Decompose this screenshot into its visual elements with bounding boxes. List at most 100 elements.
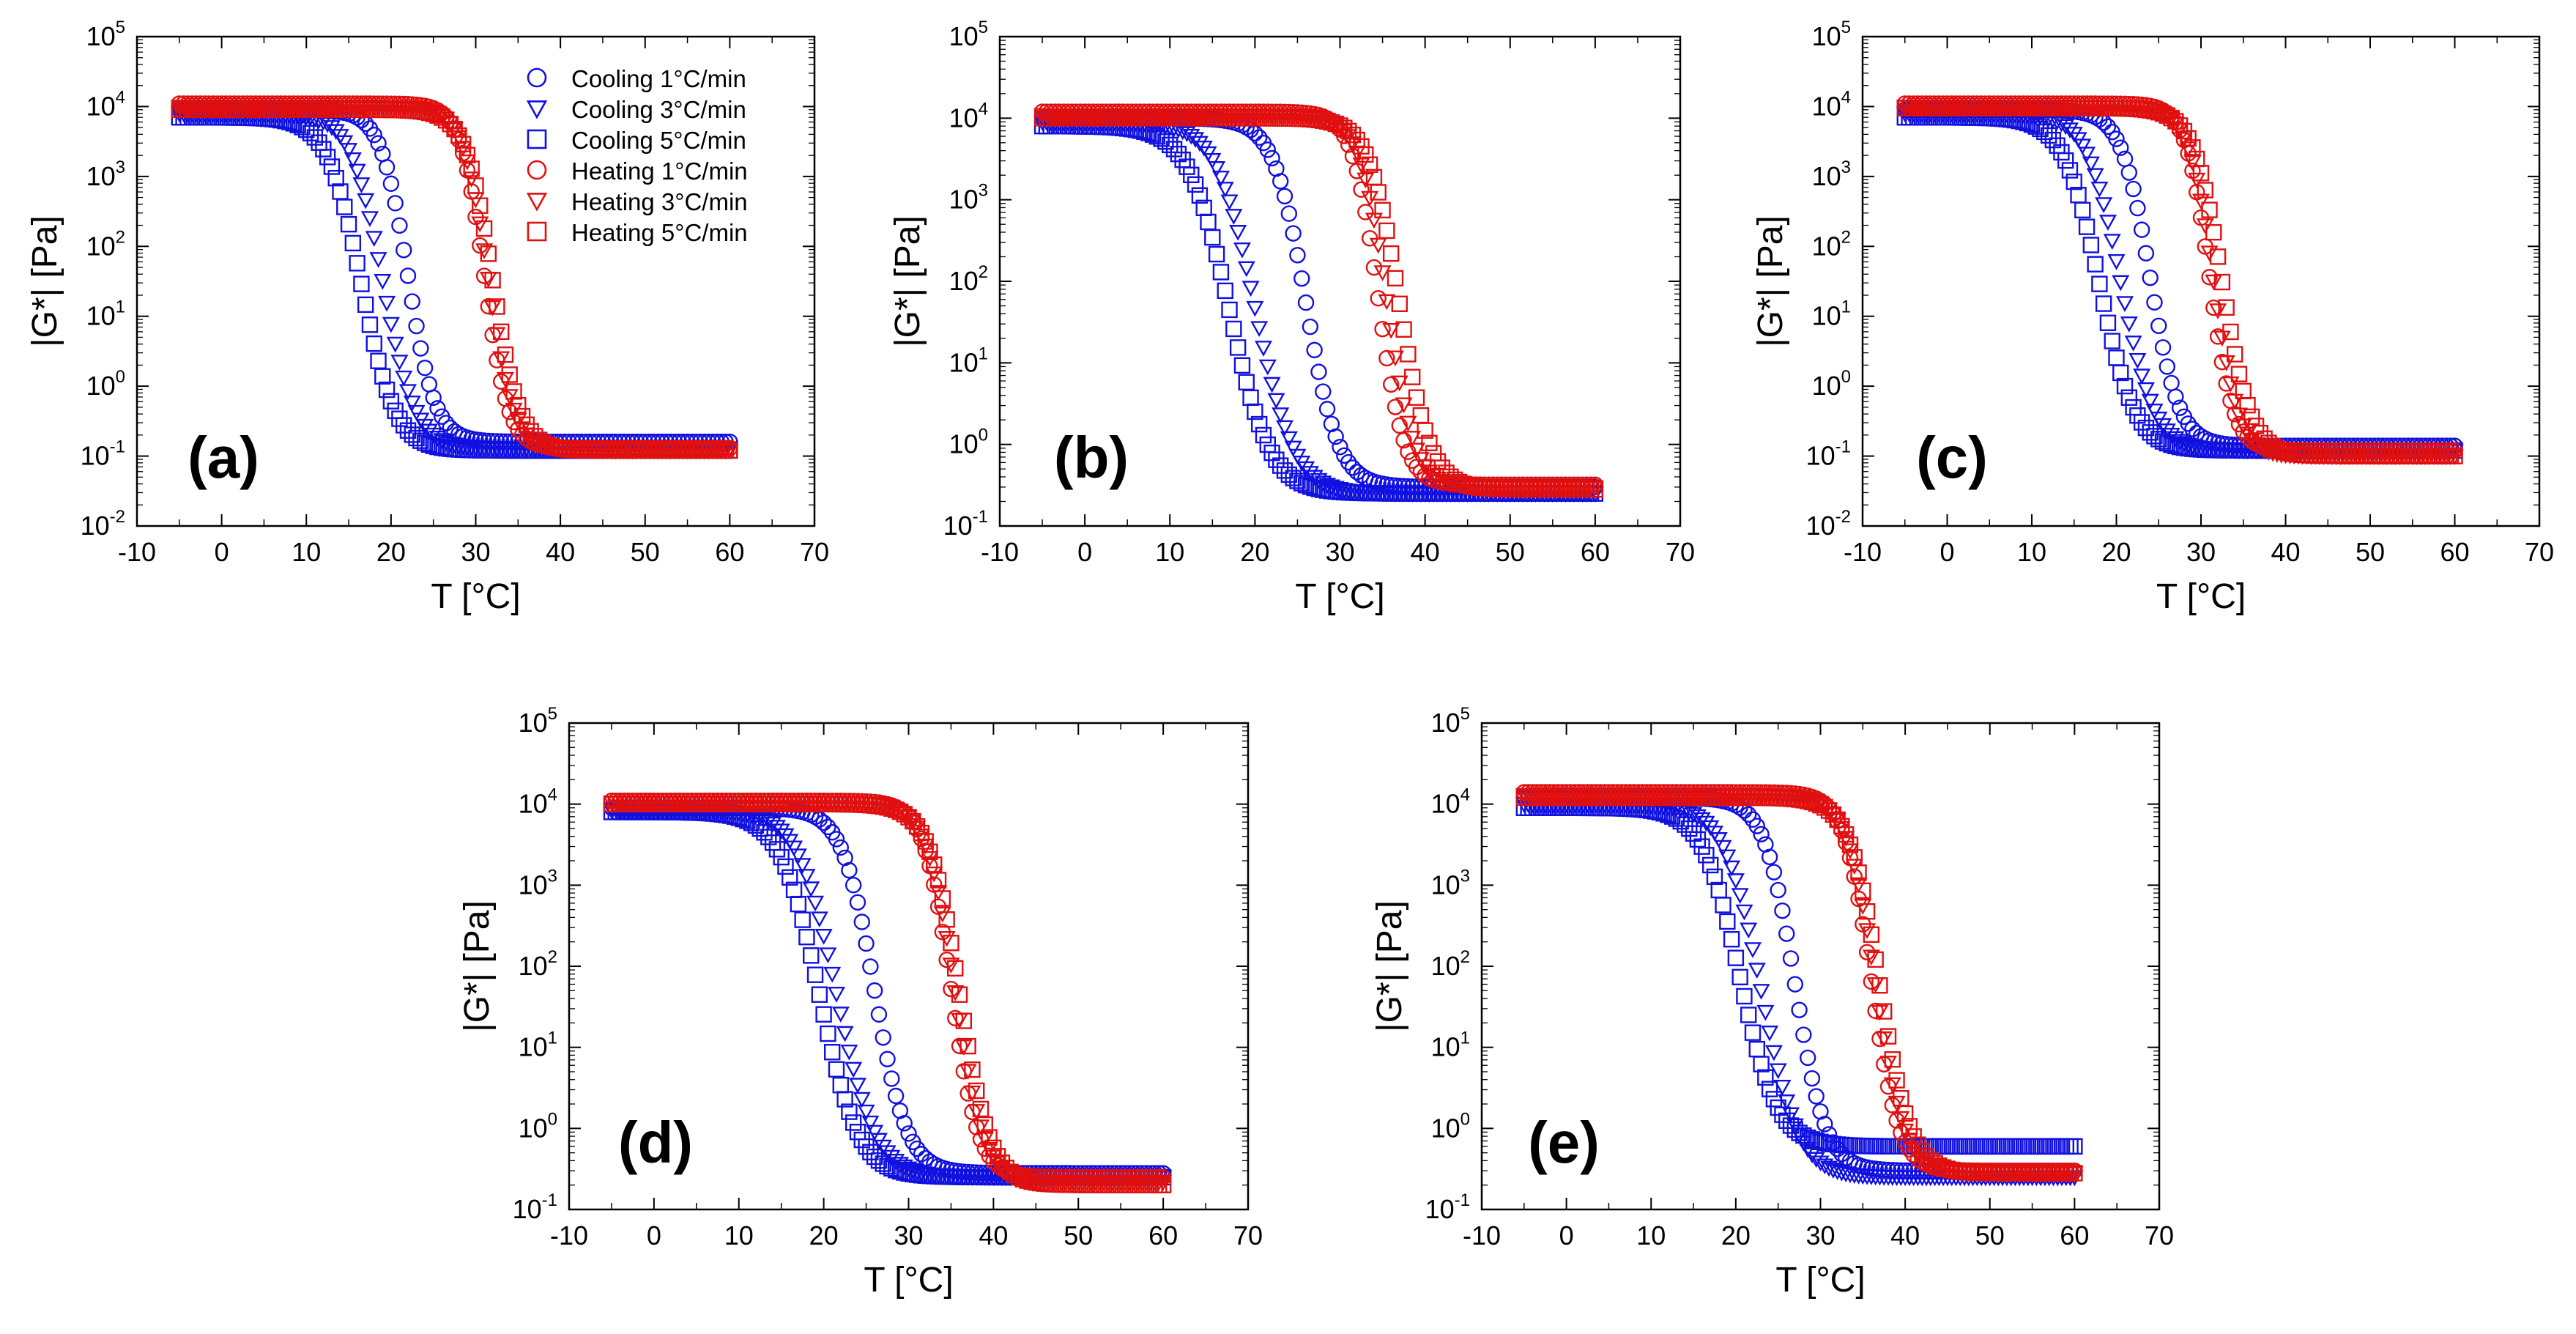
legend-label: Cooling 1°C/min	[571, 65, 746, 92]
data-point	[2145, 403, 2164, 420]
y-tick-exponent: 4	[116, 87, 125, 107]
x-tick-label: 30	[1805, 1220, 1835, 1250]
data-point	[1726, 873, 1745, 889]
data-point	[382, 393, 400, 410]
y-tick-base: 10	[519, 870, 548, 900]
data-point	[1425, 468, 1443, 485]
data-point	[2108, 349, 2125, 366]
data-point	[398, 384, 417, 401]
data-point	[1187, 176, 1204, 193]
y-tick-base: 10	[1431, 870, 1460, 900]
data-point	[1701, 856, 1719, 874]
x-tick-label: 40	[546, 537, 575, 567]
data-point	[1811, 1155, 1830, 1172]
data-point	[794, 911, 811, 928]
data-point	[776, 828, 795, 845]
y-tick-exponent: 2	[1841, 227, 1851, 247]
data-point	[2230, 407, 2249, 424]
y-tick-label: 105	[1431, 704, 1470, 738]
data-point	[1378, 222, 1395, 240]
series-cooling-1-c-min	[1896, 101, 2463, 454]
y-tick-base: 10	[1806, 441, 1836, 471]
data-point	[1318, 401, 1336, 418]
series-heating-5-c-min	[1033, 110, 1604, 498]
data-point	[1706, 868, 1723, 886]
data-point	[858, 1138, 875, 1155]
legend-label: Heating 1°C/min	[571, 158, 748, 185]
y-tick-exponent: -1	[1455, 1190, 1470, 1210]
data-point	[1340, 122, 1357, 139]
data-point	[1010, 1169, 1028, 1186]
data-point	[2159, 434, 2176, 452]
x-tick-label: 30	[894, 1220, 923, 1250]
data-point	[492, 323, 510, 341]
data-point	[420, 436, 438, 453]
y-tick-exponent: 0	[116, 367, 125, 387]
data-point	[2090, 181, 2109, 198]
data-point	[2252, 424, 2269, 442]
y-tick-base: 10	[86, 161, 116, 191]
data-point	[2235, 423, 2252, 440]
data-point	[1250, 321, 1269, 337]
data-point	[841, 861, 858, 879]
y-tick-exponent: -2	[1836, 507, 1851, 527]
data-point	[437, 112, 455, 129]
data-point	[883, 800, 900, 817]
legend-marker	[527, 160, 547, 180]
x-tick-label: -10	[118, 537, 156, 567]
data-point	[2217, 355, 2235, 371]
data-point	[539, 436, 556, 453]
data-point	[1293, 455, 1311, 472]
data-point	[806, 895, 825, 912]
data-point	[828, 831, 845, 848]
data-point	[1727, 949, 1745, 966]
data-point	[408, 429, 425, 447]
data-point	[2098, 215, 2117, 231]
data-point	[2027, 118, 2044, 135]
data-point	[365, 335, 382, 352]
data-point	[395, 370, 413, 387]
data-point	[1353, 467, 1370, 484]
y-tick-label: 104	[1812, 87, 1851, 121]
y-tick-base: 10	[86, 301, 116, 331]
data-point	[1386, 350, 1405, 367]
y-axis-title: |G*| [Pa]	[888, 215, 927, 347]
data-point	[1774, 1106, 1791, 1123]
data-point	[2061, 162, 2079, 179]
data-point	[2163, 437, 2180, 453]
y-tick-exponent: 5	[116, 18, 125, 37]
data-point	[450, 127, 467, 144]
data-point	[853, 914, 870, 930]
panel-label: (d)	[618, 1110, 693, 1175]
x-tick-label: 0	[1940, 537, 1954, 567]
data-point	[1718, 849, 1737, 866]
data-point	[1382, 376, 1400, 393]
data-point	[357, 193, 375, 210]
data-point	[2146, 294, 2163, 311]
data-point	[2167, 437, 2184, 455]
data-point	[1006, 1166, 1023, 1184]
data-point	[1225, 209, 1243, 225]
data-point	[1808, 1133, 1825, 1149]
data-point	[1757, 1069, 1774, 1086]
data-point	[2154, 339, 2172, 356]
data-point	[1879, 1028, 1897, 1045]
data-point	[955, 1012, 973, 1029]
data-point	[2133, 221, 2150, 238]
y-tick-exponent: 1	[116, 297, 125, 317]
data-point	[1357, 146, 1374, 163]
data-point	[2082, 156, 2100, 173]
data-point	[1735, 904, 1753, 921]
data-point	[896, 1115, 913, 1132]
data-point	[2057, 152, 2074, 169]
data-point	[2057, 119, 2075, 136]
data-point	[823, 966, 842, 983]
data-point	[1714, 840, 1732, 856]
data-point	[1803, 1070, 1821, 1087]
y-tick-label: 101	[949, 344, 988, 377]
data-point	[2044, 131, 2062, 149]
y-tick-exponent: 3	[548, 866, 557, 886]
data-point	[522, 423, 539, 440]
data-point	[340, 143, 358, 159]
data-point	[976, 1116, 993, 1133]
